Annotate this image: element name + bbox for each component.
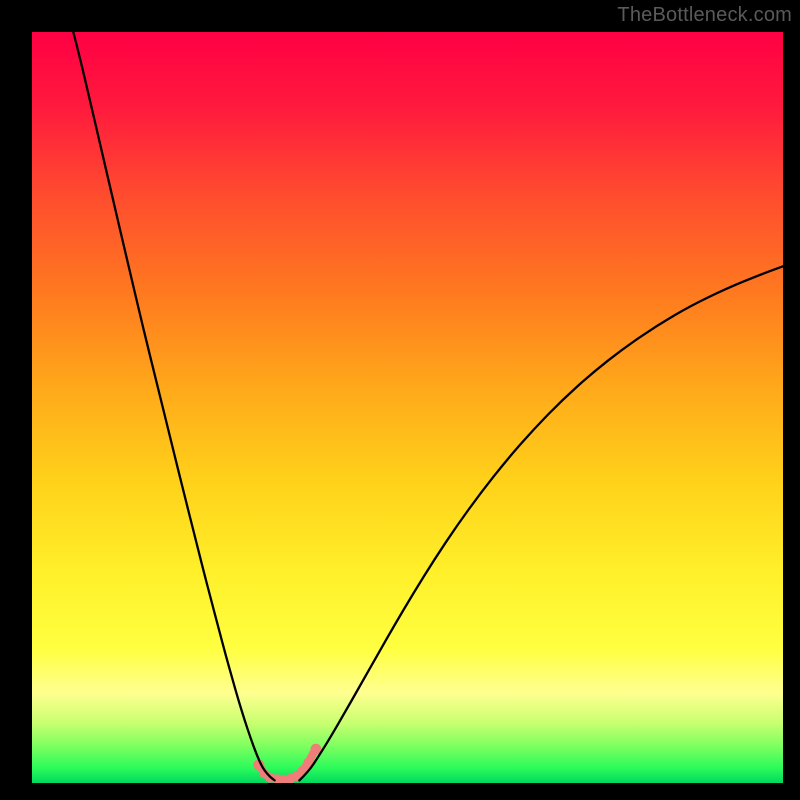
plot-svg: [32, 32, 783, 783]
stage: TheBottleneck.com: [0, 0, 800, 800]
gradient-background: [32, 32, 783, 783]
plot-area: [32, 32, 783, 783]
watermark-text: TheBottleneck.com: [617, 4, 792, 27]
